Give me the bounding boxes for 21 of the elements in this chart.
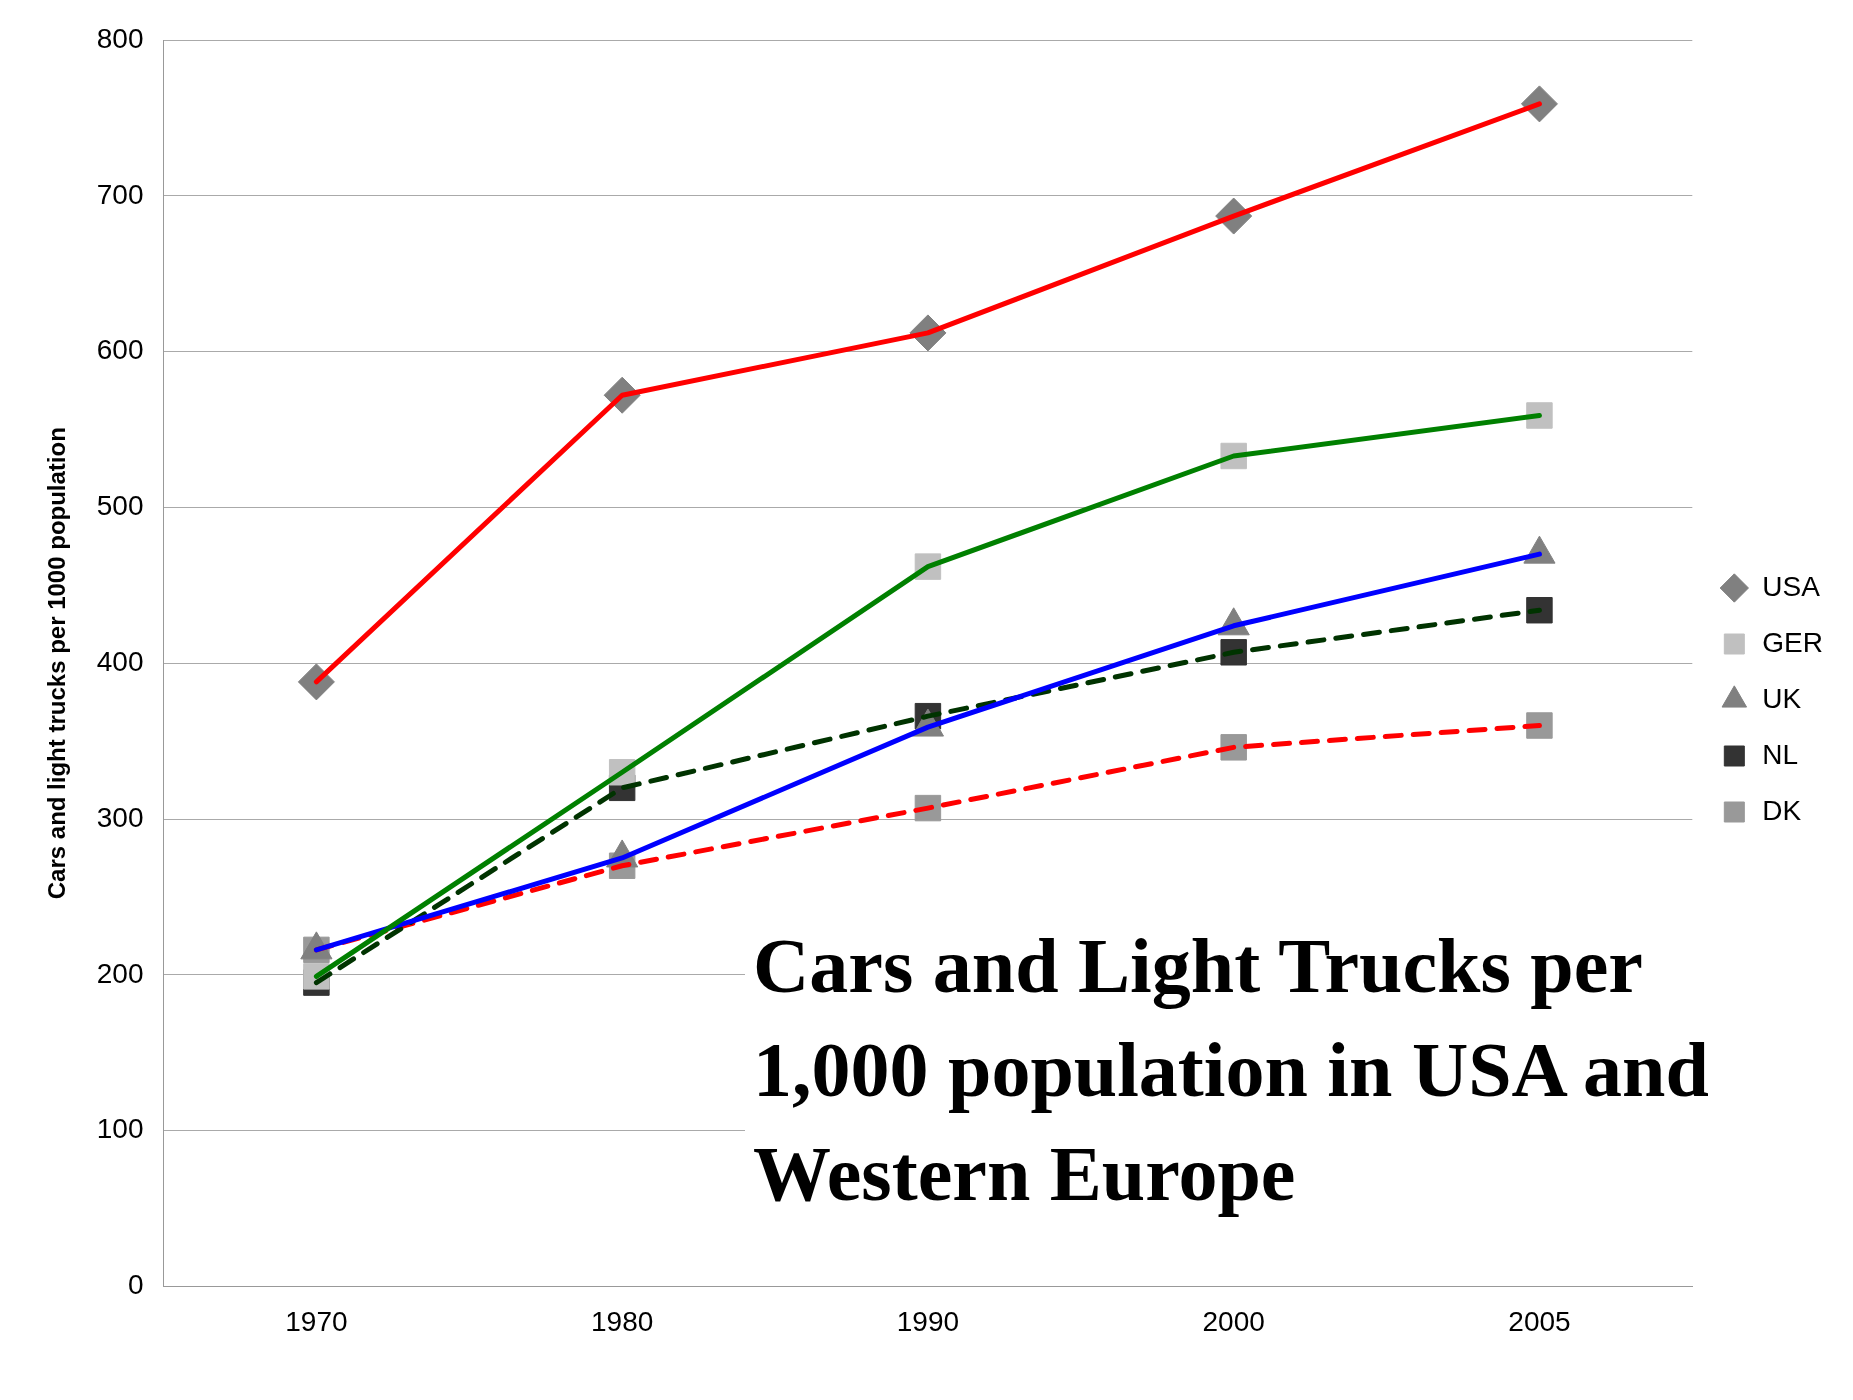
x-tick-label: 1990 (896, 1305, 960, 1337)
y-tick-label: 100 (96, 1113, 144, 1145)
legend-label: GER (1762, 626, 1824, 658)
y-axis-title: Cars and light trucks per 1000 population (43, 427, 71, 900)
y-tick-label: 0 (127, 1269, 144, 1301)
x-tick-label: 2000 (1202, 1305, 1265, 1337)
x-tick-label: 1980 (591, 1305, 654, 1337)
y-tick-label: 200 (96, 957, 144, 989)
y-tick-label: 600 (96, 334, 144, 366)
legend-label: DK (1762, 794, 1802, 826)
legend-label: UK (1762, 682, 1802, 714)
y-tick-label: 800 (96, 22, 144, 54)
legend-label: NL (1762, 738, 1799, 770)
y-tick-label: 400 (96, 645, 144, 677)
x-tick-label: 1970 (285, 1305, 348, 1337)
text: Cars and Light Trucks per 1,000 population in USA and Western Europe (745, 910, 1761, 1230)
legend-label: USA (1762, 570, 1821, 602)
y-tick-label: 300 (96, 801, 144, 833)
x-tick-label: 2005 (1508, 1305, 1571, 1337)
y-tick-label: 700 (96, 178, 144, 210)
y-tick-label: 500 (96, 490, 144, 522)
